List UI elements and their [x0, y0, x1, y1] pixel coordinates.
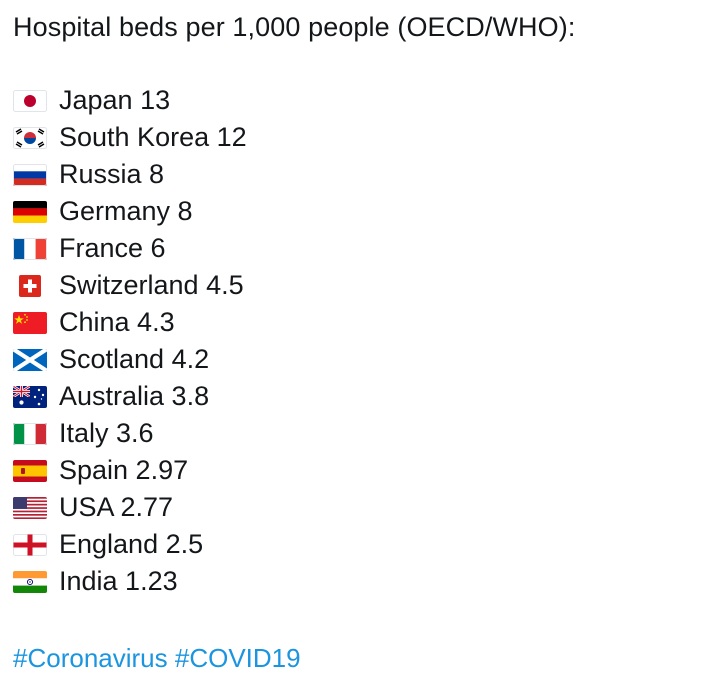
list-item: South Korea 12: [13, 119, 703, 156]
country-label: England 2.5: [59, 529, 204, 559]
list-item: England 2.5: [13, 526, 703, 563]
list-item: India 1.23: [13, 563, 703, 600]
japan-flag-icon: [13, 89, 47, 112]
hashtags: #Coronavirus #COVID19: [13, 640, 703, 676]
hashtag-coronavirus-link[interactable]: #Coronavirus: [13, 643, 168, 673]
australia-flag-icon: [13, 385, 47, 408]
germany-flag-icon: [13, 200, 47, 223]
country-label: Italy 3.6: [59, 418, 154, 448]
country-label: Switzerland 4.5: [59, 270, 244, 300]
russia-flag-icon: [13, 163, 47, 186]
country-label: South Korea 12: [59, 122, 247, 152]
list-item: France 6: [13, 230, 703, 267]
country-label: China 4.3: [59, 307, 175, 337]
list-item: Japan 13: [13, 82, 703, 119]
scotland-flag-icon: [13, 348, 47, 371]
list-item: Spain 2.97: [13, 452, 703, 489]
spain-flag-icon: [13, 459, 47, 482]
south-korea-flag-icon: [13, 126, 47, 149]
list-item: Switzerland 4.5: [13, 267, 703, 304]
india-flag-icon: [13, 570, 47, 593]
list-item: Australia 3.8: [13, 378, 703, 415]
france-flag-icon: [13, 237, 47, 260]
country-label: Japan 13: [59, 85, 171, 115]
usa-flag-icon: [13, 496, 47, 519]
list-item: Russia 8: [13, 156, 703, 193]
country-label: Australia 3.8: [59, 381, 210, 411]
tweet-body: Hospital beds per 1,000 people (OECD/WHO…: [13, 0, 703, 676]
country-list: Japan 13 South Korea 12: [13, 82, 703, 600]
country-label: USA 2.77: [59, 492, 174, 522]
hashtag-covid19-link[interactable]: #COVID19: [174, 643, 301, 673]
switzerland-flag-icon: [19, 274, 41, 297]
england-flag-icon: [13, 533, 47, 556]
country-label: France 6: [59, 233, 166, 263]
italy-flag-icon: [13, 422, 47, 445]
list-item: China 4.3: [13, 304, 703, 341]
list-item: Scotland 4.2: [13, 341, 703, 378]
china-flag-icon: [13, 311, 47, 334]
country-label: Scotland 4.2: [59, 344, 210, 374]
country-label: Spain 2.97: [59, 455, 189, 485]
country-label: India 1.23: [59, 566, 178, 596]
list-item: Italy 3.6: [13, 415, 703, 452]
list-item: Germany 8: [13, 193, 703, 230]
country-label: Russia 8: [59, 159, 165, 189]
tweet-title: Hospital beds per 1,000 people (OECD/WHO…: [13, 12, 576, 42]
country-label: Germany 8: [59, 196, 193, 226]
list-item: USA 2.77: [13, 489, 703, 526]
